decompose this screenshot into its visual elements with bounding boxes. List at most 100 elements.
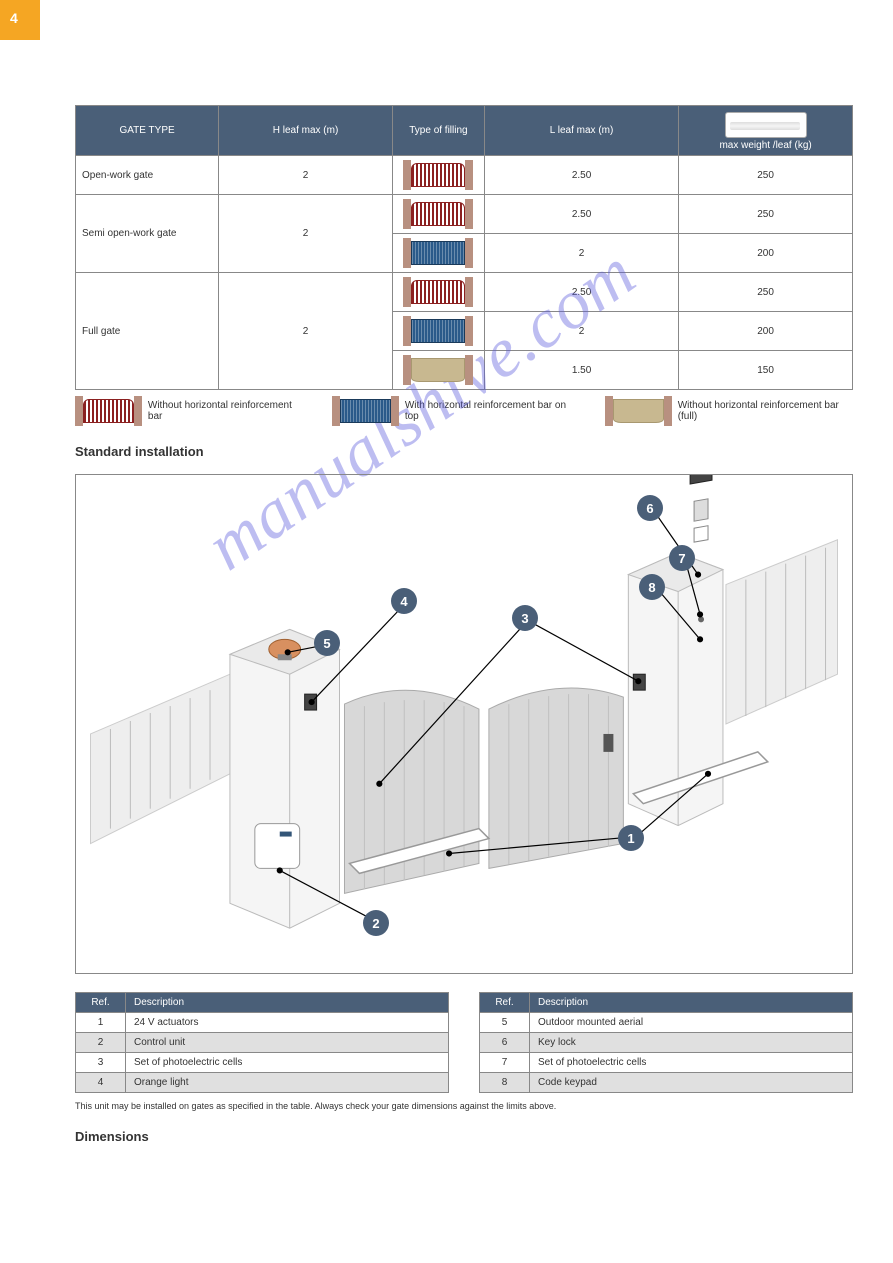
diagram-label: 4 [391, 588, 417, 614]
cell-desc: Set of photoelectric cells [126, 1053, 449, 1073]
ref-table-right: Ref. Description 5Outdoor mounted aerial… [479, 992, 853, 1093]
diagram-label: 6 [637, 495, 663, 521]
cell-desc: Set of photoelectric cells [530, 1053, 853, 1073]
diagram-label: 7 [669, 545, 695, 571]
cell-hmax: 2 [219, 273, 393, 390]
legend-label: With horizontal reinforcement bar on top [405, 400, 575, 422]
diagram-svg [76, 475, 852, 973]
gate-icon [403, 160, 473, 190]
cell-filling [392, 234, 484, 273]
reference-tables: Ref. Description 124 V actuators2Control… [75, 992, 853, 1093]
cell-weight: 250 [679, 273, 853, 312]
table-row: 4Orange light [76, 1073, 449, 1093]
th-hmax: H leaf max (m) [219, 106, 393, 156]
cell-filling [392, 351, 484, 390]
gate-icon [332, 396, 399, 426]
cell-desc: Orange light [126, 1073, 449, 1093]
cell-hmax: 2 [219, 156, 393, 195]
th-ref: Ref. [76, 993, 126, 1013]
th-lmax: L leaf max (m) [484, 106, 678, 156]
gate-legend: Without horizontal reinforcement bar With… [75, 396, 853, 426]
cell-filling [392, 312, 484, 351]
cell-ref: 5 [480, 1013, 530, 1033]
cell-ref: 2 [76, 1033, 126, 1053]
section-heading: Standard installation [75, 444, 853, 459]
table-row: 3Set of photoelectric cells [76, 1053, 449, 1073]
footnote: This unit may be installed on gates as s… [75, 1101, 853, 1111]
cell-weight: 150 [679, 351, 853, 390]
table-row: 6Key lock [480, 1033, 853, 1053]
gate-icon [605, 396, 672, 426]
cell-ref: 1 [76, 1013, 126, 1033]
cell-desc: Outdoor mounted aerial [530, 1013, 853, 1033]
cell-ref: 3 [76, 1053, 126, 1073]
cell-hmax: 2 [219, 195, 393, 273]
cell-weight: 200 [679, 312, 853, 351]
th-desc: Description [126, 993, 449, 1013]
cell-desc: 24 V actuators [126, 1013, 449, 1033]
cell-lmax: 2.50 [484, 156, 678, 195]
page-content: GATE TYPE H leaf max (m) Type of filling… [0, 0, 893, 1184]
table-row: 124 V actuators [76, 1013, 449, 1033]
cell-ref: 4 [76, 1073, 126, 1093]
cell-ref: 6 [480, 1033, 530, 1053]
diagram-label: 3 [512, 605, 538, 631]
legend-item: Without horizontal reinforcement bar (fu… [605, 396, 853, 426]
ref-table-left: Ref. Description 124 V actuators2Control… [75, 992, 449, 1093]
cell-filling [392, 195, 484, 234]
gate-icon [403, 238, 473, 268]
cell-lmax: 2 [484, 312, 678, 351]
table-row: Full gate22.50250 [76, 273, 853, 312]
cell-lmax: 2.50 [484, 273, 678, 312]
table-row: 2Control unit [76, 1033, 449, 1053]
cell-filling [392, 156, 484, 195]
cell-ref: 8 [480, 1073, 530, 1093]
table-row: 8Code keypad [480, 1073, 853, 1093]
table-row: Semi open-work gate22.50250 [76, 195, 853, 234]
cell-type: Semi open-work gate [76, 195, 219, 273]
installation-diagram: 1 2 3 4 5 678 [75, 474, 853, 974]
gate-icon [403, 316, 473, 346]
legend-label: Without horizontal reinforcement bar (fu… [678, 400, 853, 422]
cell-filling [392, 273, 484, 312]
legend-label: Without horizontal reinforcement bar [148, 400, 302, 422]
gate-params-table: GATE TYPE H leaf max (m) Type of filling… [75, 105, 853, 390]
diagram-label: 1 [618, 825, 644, 851]
cell-desc: Code keypad [530, 1073, 853, 1093]
th-filling: Type of filling [392, 106, 484, 156]
cell-type: Full gate [76, 273, 219, 390]
table-row: 5Outdoor mounted aerial [480, 1013, 853, 1033]
table-header-row: GATE TYPE H leaf max (m) Type of filling… [76, 106, 853, 156]
page-number: 4 [10, 10, 18, 26]
table-row: Open-work gate2 2.50250 [76, 156, 853, 195]
th-type: GATE TYPE [76, 106, 219, 156]
cell-ref: 7 [480, 1053, 530, 1073]
cell-lmax: 1.50 [484, 351, 678, 390]
cell-lmax: 2 [484, 234, 678, 273]
th-desc: Description [530, 993, 853, 1013]
gate-table-body: Open-work gate22.50250Semi open-work gat… [76, 156, 853, 390]
legend-item: With horizontal reinforcement bar on top [332, 396, 575, 426]
gate-icon [403, 277, 473, 307]
dimensions-heading: Dimensions [75, 1129, 853, 1144]
cell-weight: 200 [679, 234, 853, 273]
actuator-icon [725, 112, 807, 138]
th-ref: Ref. [480, 993, 530, 1013]
cell-lmax: 2.50 [484, 195, 678, 234]
page-tab: 4 [0, 0, 40, 40]
gate-icon [75, 396, 142, 426]
diagram-label: 2 [363, 910, 389, 936]
cell-type: Open-work gate [76, 156, 219, 195]
diagram-label: 5 [314, 630, 340, 656]
legend-item: Without horizontal reinforcement bar [75, 396, 302, 426]
th-actuator-label: max weight /leaf (kg) [719, 140, 811, 151]
gate-icon [403, 355, 473, 385]
th-actuator: max weight /leaf (kg) [679, 106, 853, 156]
diagram-label: 8 [639, 574, 665, 600]
cell-weight: 250 [679, 195, 853, 234]
cell-desc: Control unit [126, 1033, 449, 1053]
cell-weight: 250 [679, 156, 853, 195]
gate-icon [403, 199, 473, 229]
cell-desc: Key lock [530, 1033, 853, 1053]
table-row: 7Set of photoelectric cells [480, 1053, 853, 1073]
